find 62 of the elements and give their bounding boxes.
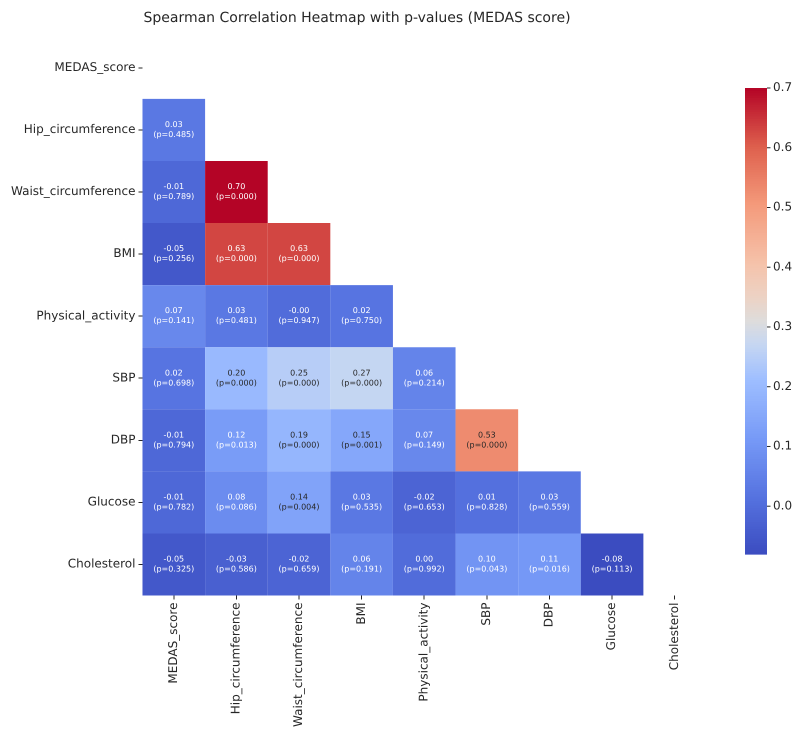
data-label: -0.08 (p=0.113) — [592, 554, 633, 574]
y-tick-label: Waist_circumference — [11, 184, 136, 198]
chart-title: Spearman Correlation Heatmap with p-values (MEDAS score) — [143, 10, 571, 26]
y-tick-label: Physical_activity — [36, 308, 136, 322]
data-label: 0.70 (p=0.000) — [216, 182, 257, 202]
y-tick-label: BMI — [113, 246, 136, 260]
data-label: 0.19 (p=0.000) — [278, 430, 320, 450]
x-tick-label: Waist_circumference — [291, 602, 306, 727]
data-label: 0.02 (p=0.750) — [341, 306, 382, 326]
data-label: -0.01 (p=0.782) — [153, 492, 194, 512]
x-tick-label: BMI — [354, 602, 368, 625]
color-bar-label: 0.2 — [773, 378, 792, 393]
data-label: 0.25 (p=0.000) — [278, 368, 320, 388]
y-tick-label: Cholesterol — [68, 556, 136, 571]
data-label: -0.03 (p=0.586) — [216, 554, 257, 574]
y-tick-label: DBP — [110, 432, 136, 446]
data-label: -0.05 (p=0.256) — [153, 244, 194, 264]
data-label: 0.20 (p=0.000) — [216, 368, 257, 388]
data-label: -0.05 (p=0.325) — [153, 554, 194, 574]
data-label: -0.02 (p=0.659) — [278, 554, 320, 574]
color-bar-label: 0.4 — [773, 259, 792, 274]
color-bar-label: 0.7 — [773, 80, 792, 94]
data-label: 0.08 (p=0.086) — [216, 492, 257, 512]
data-label: 0.00 (p=0.992) — [404, 554, 445, 574]
data-label: 0.01 (p=0.828) — [466, 492, 508, 512]
color-bar-label: 0.5 — [773, 200, 792, 214]
data-label: -0.01 (p=0.789) — [153, 182, 194, 202]
x-tick-label: Hip_circumference — [228, 602, 243, 714]
data-label: -0.02 (p=0.653) — [404, 492, 445, 512]
data-label: 0.03 (p=0.481) — [216, 306, 257, 326]
y-tick-label: Hip_circumference — [24, 122, 136, 136]
data-label: -0.00 (p=0.947) — [278, 306, 320, 326]
data-label: 0.03 (p=0.559) — [529, 492, 570, 512]
data-label: 0.06 (p=0.191) — [341, 554, 382, 574]
data-label: 0.07 (p=0.141) — [153, 306, 194, 326]
data-label: 0.03 (p=0.485) — [153, 120, 194, 139]
x-tick-label: Glucose — [604, 602, 618, 650]
data-label: -0.01 (p=0.794) — [153, 430, 194, 450]
data-label: 0.15 (p=0.001) — [341, 430, 382, 450]
x-tick-label: SBP — [478, 602, 493, 626]
y-tick-label: Glucose — [88, 494, 136, 509]
color-bar-label: 0.0 — [773, 498, 792, 512]
color-bar-label: 0.1 — [773, 438, 792, 453]
color-bar-label: 0.3 — [773, 319, 792, 334]
x-tick-label: DBP — [542, 602, 556, 628]
data-label: 0.14 (p=0.004) — [278, 492, 320, 512]
data-label: 0.02 (p=0.698) — [153, 368, 194, 388]
data-label: 0.63 (p=0.000) — [216, 244, 257, 264]
data-label: 0.27 (p=0.000) — [341, 368, 382, 388]
data-label: 0.06 (p=0.214) — [404, 368, 445, 388]
color-bar-label: 0.6 — [773, 140, 792, 154]
data-label: 0.12 (p=0.013) — [216, 430, 257, 450]
data-label: 0.07 (p=0.149) — [404, 430, 445, 450]
x-tick-label: Cholesterol — [666, 602, 681, 670]
data-label: 0.11 (p=0.016) — [529, 554, 570, 574]
x-tick-label: Physical_activity — [416, 602, 430, 702]
data-label: 0.03 (p=0.535) — [341, 492, 382, 512]
y-tick-label: MEDAS_score — [54, 60, 136, 74]
y-tick-label: SBP — [112, 370, 136, 384]
data-label: 0.63 (p=0.000) — [278, 244, 320, 264]
data-label: 0.10 (p=0.043) — [466, 554, 508, 574]
data-label: 0.53 (p=0.000) — [466, 430, 508, 450]
